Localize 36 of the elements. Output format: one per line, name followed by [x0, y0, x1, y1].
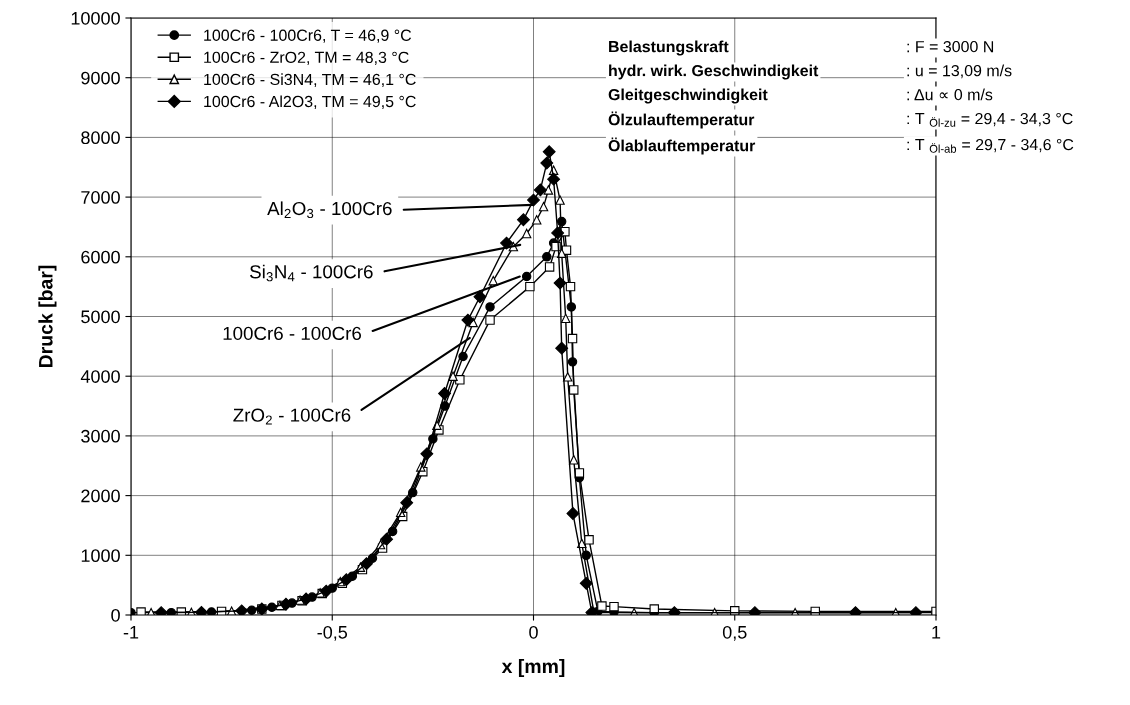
y-axis-title: Druck [bar] [38, 265, 57, 368]
annotation: hydr. wirk. Geschwindigkeit [609, 64, 819, 80]
annotation: Si$_{3}$N$_{4}$ - 100Cr6 [250, 264, 373, 282]
x-axis-title: x [mm] [501, 658, 565, 678]
annotation: 100Cr6 - 100Cr6 [223, 326, 362, 341]
y-tick-label: 8000 [81, 131, 120, 145]
legend-label: 100Cr6 - 100Cr6, T = 46,9 °C [204, 29, 412, 43]
y-tick-label: 6000 [81, 250, 120, 264]
annotation: : T $_{Öl-ab}$ = 29,7 - 34,6 °C [907, 138, 1074, 153]
x-tick-label: 0 [529, 625, 538, 639]
annotation: Al$_{2}$O$_{3}$ - 100Cr6 [267, 201, 392, 219]
legend-label: 100Cr6 - Al2O3, TM = 49,5 °C [204, 95, 416, 110]
y-tick-label: 9000 [81, 71, 120, 85]
annotation: : F = 3000 N [907, 40, 994, 53]
legend-label: 100Cr6 - ZrO2, TM = 48,3 °C [204, 51, 409, 65]
y-tick-label: 0 [111, 608, 120, 622]
y-tick-label: 10000 [71, 11, 120, 25]
annotation: Ölzulauftemperatur [608, 111, 755, 129]
annotation: ZrO$_{2}$ - 100Cr6 [233, 408, 351, 425]
annotation: Gleitgeschwindigkeit [608, 88, 768, 104]
x-tick-label: 1 [932, 626, 941, 639]
annotation: Ölablauftemperatur [608, 137, 756, 155]
annotation: : Δu ∝ 0 m/s [907, 88, 993, 101]
legend-label: 100Cr6 - Si3N4, TM = 46,1 °C [204, 73, 416, 87]
x-tick-label: 0,5 [722, 625, 747, 641]
annotation: : u = 13,09 m/s [907, 64, 1012, 79]
y-tick-label: 2000 [81, 489, 120, 503]
annotation: : T $_{Öl-zu}$ = 29,4 - 34,3 °C [907, 112, 1073, 127]
x-tick-label: -0,5 [317, 625, 348, 641]
y-tick-label: 7000 [81, 191, 120, 204]
y-tick-label: 5000 [81, 310, 120, 324]
y-tick-label: 1000 [81, 549, 120, 563]
x-tick-label: -1 [123, 626, 139, 639]
annotation: Belastungskraft [609, 40, 729, 56]
y-tick-label: 3000 [81, 429, 120, 443]
y-tick-label: 4000 [80, 370, 120, 383]
